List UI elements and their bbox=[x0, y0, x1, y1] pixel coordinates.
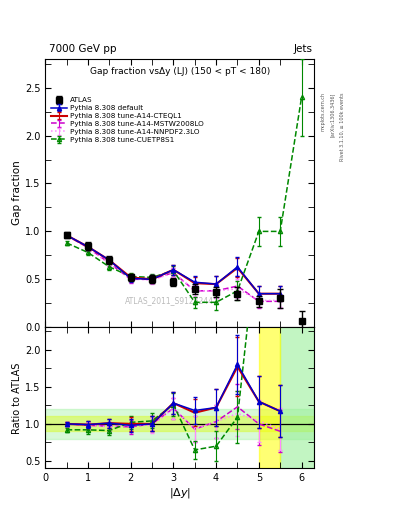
Text: mcplots.cern.ch: mcplots.cern.ch bbox=[320, 92, 325, 131]
Text: Jets: Jets bbox=[294, 44, 312, 54]
Y-axis label: Ratio to ATLAS: Ratio to ATLAS bbox=[12, 362, 22, 434]
Text: 7000 GeV pp: 7000 GeV pp bbox=[49, 44, 117, 54]
Text: ATLAS_2011_S9126244: ATLAS_2011_S9126244 bbox=[125, 296, 213, 305]
Bar bbox=[45, 416, 314, 431]
X-axis label: $|\Delta y|$: $|\Delta y|$ bbox=[169, 486, 191, 500]
Text: [arXiv:1306.3436]: [arXiv:1306.3436] bbox=[330, 92, 335, 137]
Bar bbox=[259, 327, 280, 468]
Bar bbox=[45, 409, 314, 439]
Text: Gap fraction vsΔy (LJ) (150 < pT < 180): Gap fraction vsΔy (LJ) (150 < pT < 180) bbox=[90, 67, 270, 76]
Bar bbox=[280, 327, 314, 468]
Y-axis label: Gap fraction: Gap fraction bbox=[12, 161, 22, 225]
Legend: ATLAS, Pythia 8.308 default, Pythia 8.308 tune-A14-CTEQL1, Pythia 8.308 tune-A14: ATLAS, Pythia 8.308 default, Pythia 8.30… bbox=[49, 95, 207, 145]
Text: Rivet 3.1.10, ≥ 100k events: Rivet 3.1.10, ≥ 100k events bbox=[340, 92, 345, 161]
